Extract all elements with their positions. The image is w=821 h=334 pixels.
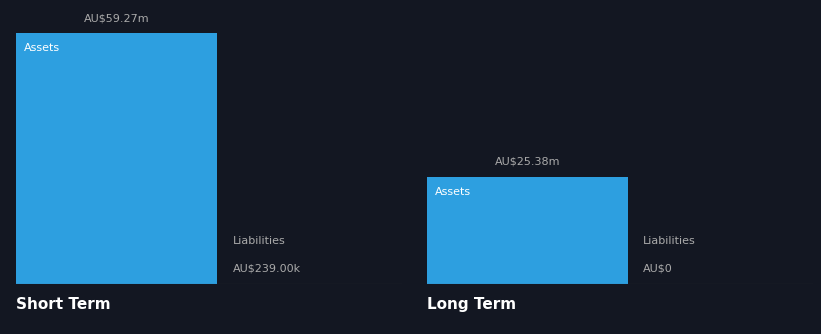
Text: Assets: Assets: [434, 187, 470, 197]
Bar: [16, 33, 217, 284]
Text: AU$239.00k: AU$239.00k: [232, 264, 300, 274]
Bar: [427, 177, 627, 284]
Text: AU$25.38m: AU$25.38m: [494, 157, 560, 167]
Text: AU$59.27m: AU$59.27m: [84, 13, 149, 23]
Text: Liabilities: Liabilities: [232, 236, 285, 246]
Text: Assets: Assets: [24, 43, 60, 53]
Text: AU$0: AU$0: [643, 264, 672, 274]
Text: Long Term: Long Term: [427, 297, 516, 312]
Text: Short Term: Short Term: [16, 297, 111, 312]
Text: Liabilities: Liabilities: [643, 236, 695, 246]
